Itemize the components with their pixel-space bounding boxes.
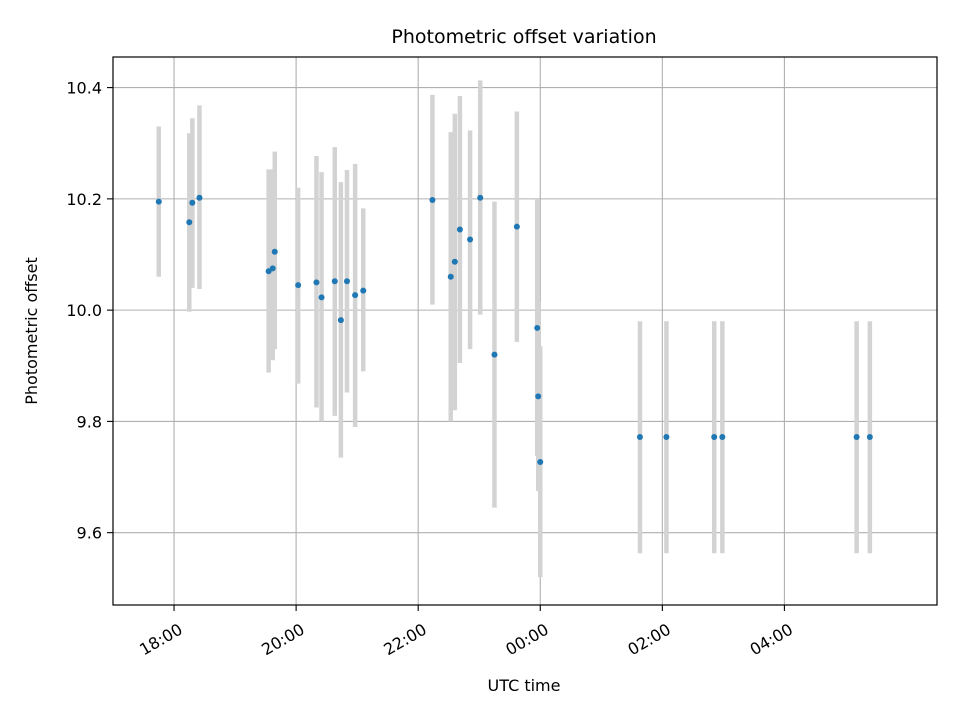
data-point	[186, 219, 193, 226]
plot-area-frame	[112, 56, 938, 606]
y-tick-label: 10.0	[66, 301, 102, 320]
data-point	[318, 294, 325, 301]
y-tick-label: 10.4	[66, 79, 102, 98]
data-point	[313, 279, 320, 286]
data-point	[537, 459, 544, 466]
y-tick-label: 10.2	[66, 190, 102, 209]
y-axis-title: Photometric offset	[22, 257, 41, 405]
point-layer	[155, 194, 873, 466]
data-point	[456, 226, 463, 233]
data-point	[352, 292, 359, 299]
data-point	[337, 317, 344, 324]
data-point	[451, 258, 458, 265]
data-point	[866, 433, 873, 440]
data-point	[467, 236, 474, 243]
data-point	[477, 194, 484, 201]
data-point	[636, 433, 643, 440]
data-point	[331, 278, 338, 285]
data-point	[513, 223, 520, 230]
data-point	[155, 198, 162, 205]
data-point	[719, 433, 726, 440]
data-point	[534, 324, 541, 331]
data-point	[189, 199, 196, 206]
y-tick-label: 9.6	[77, 524, 102, 543]
data-point	[711, 433, 718, 440]
data-point	[269, 265, 276, 272]
data-point	[196, 194, 203, 201]
data-point	[295, 282, 302, 289]
y-axis: 9.6 9.8 10.0 10.2 10.4	[66, 79, 113, 543]
data-point	[491, 351, 498, 358]
data-point	[360, 287, 367, 294]
data-point	[535, 393, 542, 400]
data-point	[447, 273, 454, 280]
data-point	[271, 248, 278, 255]
y-tick-label: 9.8	[77, 412, 102, 431]
data-point	[853, 433, 860, 440]
data-point	[343, 278, 350, 285]
x-axis-title: UTC time	[488, 676, 561, 695]
data-point	[429, 196, 436, 203]
data-point	[663, 433, 670, 440]
chart-title: Photometric offset variation	[391, 26, 656, 48]
